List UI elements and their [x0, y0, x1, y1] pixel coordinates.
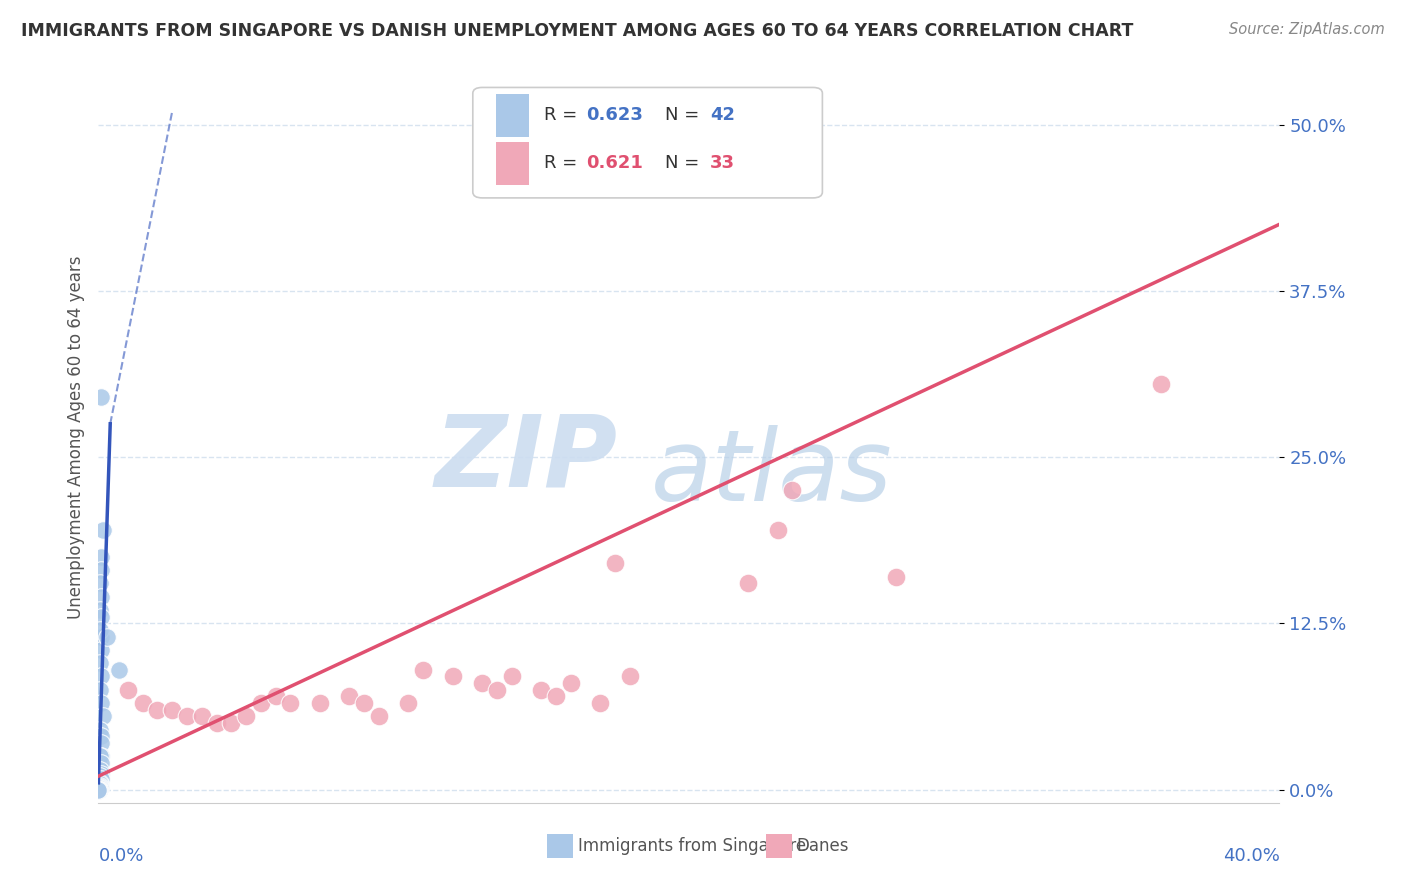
Point — [90, 563, 112, 577]
Point — [205, 716, 228, 731]
Point — [89, 781, 111, 796]
Text: Danes: Danes — [796, 837, 849, 855]
Point — [89, 576, 111, 591]
Point — [89, 623, 111, 637]
Point — [89, 723, 111, 737]
Bar — [547, 834, 574, 858]
Point — [91, 523, 114, 537]
Point — [89, 780, 111, 794]
Point — [90, 609, 112, 624]
Point — [530, 682, 553, 697]
Point — [90, 772, 112, 786]
Point — [90, 643, 112, 657]
Point — [117, 682, 139, 697]
Text: ZIP: ZIP — [434, 410, 619, 508]
Point — [162, 703, 183, 717]
Point — [398, 696, 420, 710]
Point — [471, 676, 494, 690]
Point — [87, 782, 110, 797]
Point — [89, 656, 111, 670]
Text: 0.623: 0.623 — [586, 106, 643, 124]
Text: 42: 42 — [710, 106, 735, 124]
Point — [737, 576, 759, 591]
Point — [89, 769, 111, 783]
Point — [146, 703, 169, 717]
Point — [589, 696, 612, 710]
Point — [90, 390, 112, 404]
Point — [87, 782, 110, 797]
Point — [87, 782, 110, 797]
Point — [90, 756, 112, 770]
Point — [353, 696, 375, 710]
Point — [132, 696, 155, 710]
Text: IMMIGRANTS FROM SINGAPORE VS DANISH UNEMPLOYMENT AMONG AGES 60 TO 64 YEARS CORRE: IMMIGRANTS FROM SINGAPORE VS DANISH UNEM… — [21, 22, 1133, 40]
Point — [339, 690, 361, 704]
Point — [250, 696, 273, 710]
Text: 40.0%: 40.0% — [1223, 847, 1279, 864]
Text: atlas: atlas — [651, 425, 893, 522]
Point — [1150, 376, 1173, 391]
Point — [89, 763, 111, 777]
Point — [280, 696, 302, 710]
Point — [264, 690, 287, 704]
Text: Immigrants from Singapore: Immigrants from Singapore — [578, 837, 806, 855]
Point — [90, 749, 112, 764]
Point — [89, 682, 111, 697]
Text: 0.0%: 0.0% — [98, 847, 143, 864]
Point — [90, 669, 112, 683]
Point — [619, 669, 641, 683]
Point — [486, 682, 509, 697]
Point — [90, 590, 112, 604]
Point — [176, 709, 198, 723]
Point — [90, 549, 112, 564]
Y-axis label: Unemployment Among Ages 60 to 64 years: Unemployment Among Ages 60 to 64 years — [66, 255, 84, 619]
Point — [501, 669, 523, 683]
Text: 33: 33 — [710, 153, 735, 172]
Point — [235, 709, 257, 723]
Text: 0.621: 0.621 — [586, 153, 643, 172]
Point — [96, 630, 118, 644]
Point — [87, 782, 110, 797]
Point — [89, 749, 111, 764]
Text: N =: N = — [665, 153, 706, 172]
Point — [89, 603, 111, 617]
Bar — [496, 143, 530, 185]
FancyBboxPatch shape — [472, 87, 823, 198]
Point — [546, 690, 568, 704]
Point — [89, 776, 111, 790]
Point — [90, 736, 112, 750]
Point — [89, 779, 111, 793]
Point — [560, 676, 582, 690]
Point — [90, 729, 112, 743]
Bar — [766, 834, 792, 858]
Point — [108, 663, 131, 677]
Point — [884, 570, 907, 584]
Point — [89, 781, 111, 796]
Point — [91, 709, 114, 723]
Point — [90, 696, 112, 710]
Point — [89, 777, 111, 791]
Point — [368, 709, 391, 723]
Point — [782, 483, 804, 498]
Text: Source: ZipAtlas.com: Source: ZipAtlas.com — [1229, 22, 1385, 37]
Point — [309, 696, 332, 710]
Point — [766, 523, 789, 537]
Point — [605, 557, 627, 571]
Point — [90, 766, 112, 780]
Point — [89, 781, 111, 796]
Point — [89, 782, 111, 797]
Point — [87, 782, 110, 797]
Point — [441, 669, 464, 683]
Text: N =: N = — [665, 106, 706, 124]
Point — [191, 709, 214, 723]
Point — [90, 630, 112, 644]
Text: R =: R = — [544, 106, 582, 124]
Point — [221, 716, 243, 731]
Point — [412, 663, 434, 677]
Text: R =: R = — [544, 153, 582, 172]
Bar — [496, 95, 530, 136]
Point — [87, 782, 110, 797]
